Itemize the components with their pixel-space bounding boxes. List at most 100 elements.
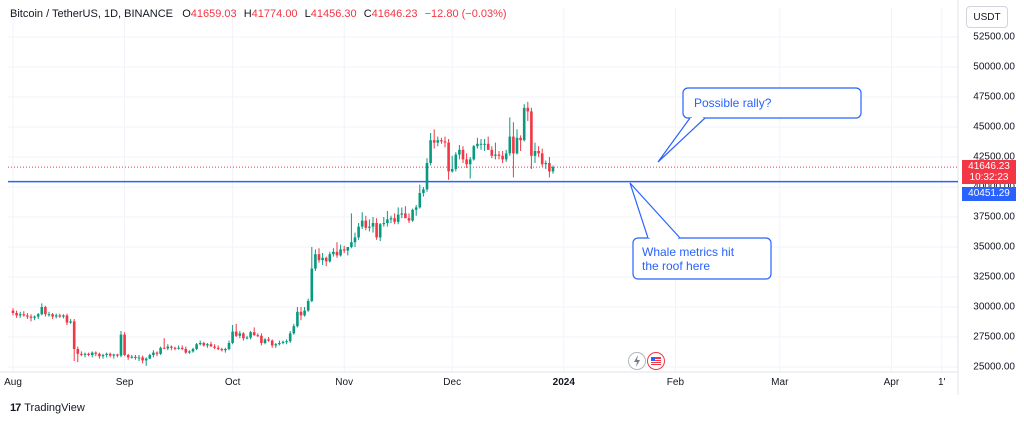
whale-callout-line2: the roof here bbox=[642, 259, 711, 273]
candle-body bbox=[26, 315, 29, 317]
candle-body bbox=[540, 153, 544, 165]
open-value: 41659.03 bbox=[190, 8, 237, 20]
lightning-icon[interactable] bbox=[628, 352, 646, 370]
whale-callout-pointer bbox=[629, 182, 681, 239]
candle-body bbox=[476, 143, 479, 147]
candle-body bbox=[468, 159, 472, 165]
price-tick-label: 50000.00 bbox=[973, 61, 1015, 73]
candle-body bbox=[224, 349, 227, 351]
candle-body bbox=[278, 343, 281, 345]
candle-body bbox=[69, 321, 72, 323]
candle-body bbox=[155, 352, 159, 354]
candle-body bbox=[436, 140, 440, 143]
candle-body bbox=[440, 140, 443, 142]
candle-body bbox=[58, 315, 62, 317]
close-value: 41646.23 bbox=[371, 8, 418, 20]
price-tick-label: 35000.00 bbox=[973, 241, 1015, 253]
candle-body bbox=[202, 343, 206, 346]
candle-body bbox=[54, 315, 58, 317]
rally-callout-box bbox=[682, 87, 862, 119]
low-label: L bbox=[304, 8, 311, 20]
candle-body bbox=[497, 154, 501, 156]
candle-body bbox=[260, 335, 263, 343]
candle-body bbox=[18, 314, 22, 316]
candle-body bbox=[216, 347, 220, 349]
whale-callout-line1: Whale metrics hit bbox=[642, 245, 735, 259]
whale-callout-text: Whale metrics hit the roof here bbox=[642, 245, 734, 273]
candle-body bbox=[350, 242, 353, 247]
candle-body bbox=[166, 346, 170, 349]
rally-callout-pointer bbox=[657, 117, 706, 163]
low-value: 41456.30 bbox=[310, 8, 357, 20]
candle-body bbox=[105, 353, 108, 355]
candle-body bbox=[368, 226, 371, 228]
symbol-name: Bitcoin / TetherUS, 1D, BINANCE bbox=[10, 8, 174, 20]
candle-body bbox=[544, 163, 548, 165]
candle-body bbox=[296, 311, 299, 327]
candle-body bbox=[144, 358, 148, 361]
time-tick-label: Oct bbox=[224, 377, 241, 388]
price-tick-label: 47500.00 bbox=[973, 91, 1015, 103]
tradingview-logo[interactable]: 17 TradingView bbox=[10, 402, 85, 414]
candle-body bbox=[483, 143, 486, 145]
candle-body bbox=[209, 344, 213, 347]
candle-body bbox=[519, 137, 522, 141]
candle-body bbox=[378, 224, 382, 238]
candle-body bbox=[328, 254, 332, 262]
candle-body bbox=[242, 333, 245, 339]
rally-callout-text: Possible rally? bbox=[694, 96, 772, 110]
price-tick-label: 25000.00 bbox=[973, 361, 1015, 373]
candle-body bbox=[512, 136, 515, 154]
candle-body bbox=[537, 151, 540, 154]
candle-body bbox=[119, 334, 123, 356]
candle-body bbox=[458, 149, 461, 155]
candle-body bbox=[170, 346, 173, 348]
time-tick-label: Feb bbox=[666, 377, 685, 388]
candle-body bbox=[47, 314, 51, 316]
candle-body bbox=[400, 213, 404, 215]
candle-body bbox=[335, 251, 339, 256]
candle-body bbox=[177, 347, 180, 349]
candle-body bbox=[396, 214, 400, 222]
candle-body bbox=[461, 149, 465, 160]
high-label: H bbox=[243, 8, 252, 20]
candle-body bbox=[353, 237, 357, 243]
candle-body bbox=[443, 141, 447, 143]
candle-body bbox=[357, 226, 360, 238]
candle-body bbox=[198, 343, 202, 345]
current-price-tag: 41646.23 10:32:23 bbox=[962, 160, 1016, 185]
time-tick-label: 2024 bbox=[552, 377, 575, 388]
candle-body bbox=[76, 349, 80, 354]
time-tick-label: 1' bbox=[938, 377, 946, 388]
us-flag-icon[interactable] bbox=[647, 352, 665, 370]
candle-body bbox=[90, 352, 94, 355]
candle-body bbox=[490, 149, 494, 156]
candle-body bbox=[101, 355, 105, 357]
time-tick-label: Aug bbox=[4, 377, 22, 388]
candle-body bbox=[447, 142, 450, 172]
candle-body bbox=[393, 218, 396, 222]
candle-body bbox=[479, 143, 483, 145]
candle-body bbox=[389, 218, 393, 220]
candle-body bbox=[386, 219, 389, 223]
candle-body bbox=[137, 357, 141, 359]
time-tick-label: Sep bbox=[115, 377, 134, 388]
candle-body bbox=[245, 337, 249, 339]
candle-body bbox=[310, 268, 314, 301]
candle-body bbox=[263, 339, 267, 343]
candle-body bbox=[152, 352, 155, 355]
candle-body bbox=[252, 332, 256, 336]
candle-body bbox=[418, 193, 422, 208]
candle-body bbox=[321, 257, 324, 261]
candle-body bbox=[411, 209, 414, 221]
time-tick-label: Dec bbox=[443, 377, 462, 388]
candle-body bbox=[317, 254, 321, 261]
candle-body bbox=[195, 344, 198, 349]
candle-body bbox=[80, 353, 83, 355]
price-tick-label: 30000.00 bbox=[973, 301, 1015, 313]
price-tick-label: 45000.00 bbox=[973, 121, 1015, 133]
currency-button[interactable]: USDT bbox=[966, 6, 1008, 28]
candle-body bbox=[123, 334, 126, 355]
